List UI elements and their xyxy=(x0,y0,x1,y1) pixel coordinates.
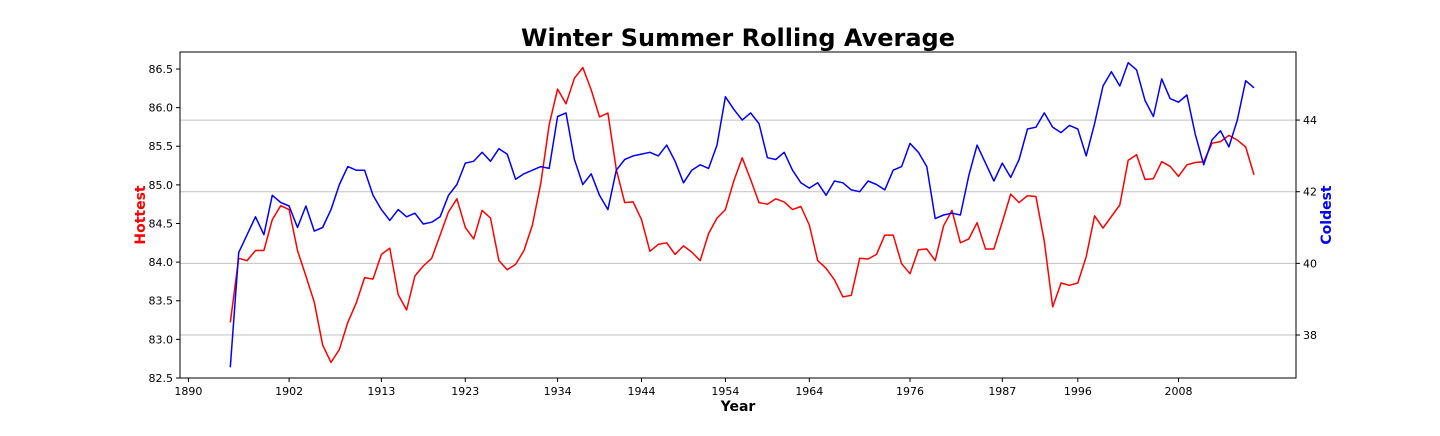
x-tick-label: 1987 xyxy=(988,385,1016,398)
x-tick-label: 1902 xyxy=(275,385,303,398)
x-tick-label: 1944 xyxy=(628,385,656,398)
gridlines xyxy=(180,119,1296,336)
x-tick-label: 1934 xyxy=(544,385,572,398)
x-tick-label: 1923 xyxy=(451,385,479,398)
x-tick-label: 1954 xyxy=(711,385,739,398)
y-right-tick-label: 38 xyxy=(1303,329,1317,342)
y-left-tick-label: 86.5 xyxy=(149,63,174,76)
y-left-tick-label: 83.5 xyxy=(149,295,174,308)
series-line-hottest xyxy=(229,66,1255,364)
y-left-tick-label: 83.0 xyxy=(149,333,174,346)
x-tick-label: 1996 xyxy=(1064,385,1092,398)
y-axis-label-left: Hottest xyxy=(133,185,149,245)
plot-area xyxy=(179,51,1297,379)
y-right-tick-label: 42 xyxy=(1303,186,1317,199)
series-line-coldest xyxy=(229,61,1255,368)
x-axis-label: Year xyxy=(720,399,756,415)
x-tick-label: 2008 xyxy=(1165,385,1193,398)
chart-title: Winter Summer Rolling Average xyxy=(521,24,955,52)
y-axis-left: 82.5 83.0 83.5 84.0 84.5 85.0 85.5 86.0 86.5 xyxy=(149,63,180,385)
y-axis-label-right: Coldest xyxy=(1319,185,1335,245)
x-axis: 1890 1902 1913 1923 1934 1944 1954 1964 1976 1987… xyxy=(174,378,1193,398)
x-tick-label: 1964 xyxy=(795,385,823,398)
x-tick-label: 1913 xyxy=(367,385,395,398)
y-right-tick-label: 40 xyxy=(1303,257,1317,270)
y-left-tick-label: 86.0 xyxy=(149,102,174,115)
y-left-tick-label: 85.0 xyxy=(149,179,174,192)
y-left-tick-label: 84.0 xyxy=(149,256,174,269)
series-layer xyxy=(229,61,1255,368)
y-left-tick-label: 84.5 xyxy=(149,217,174,230)
x-tick-label: 1890 xyxy=(174,385,202,398)
y-left-tick-label: 85.5 xyxy=(149,140,174,153)
y-axis-right: 38 40 42 44 xyxy=(1296,114,1317,342)
y-right-tick-label: 44 xyxy=(1303,114,1317,127)
y-left-tick-label: 82.5 xyxy=(149,372,174,385)
x-tick-label: 1976 xyxy=(896,385,924,398)
